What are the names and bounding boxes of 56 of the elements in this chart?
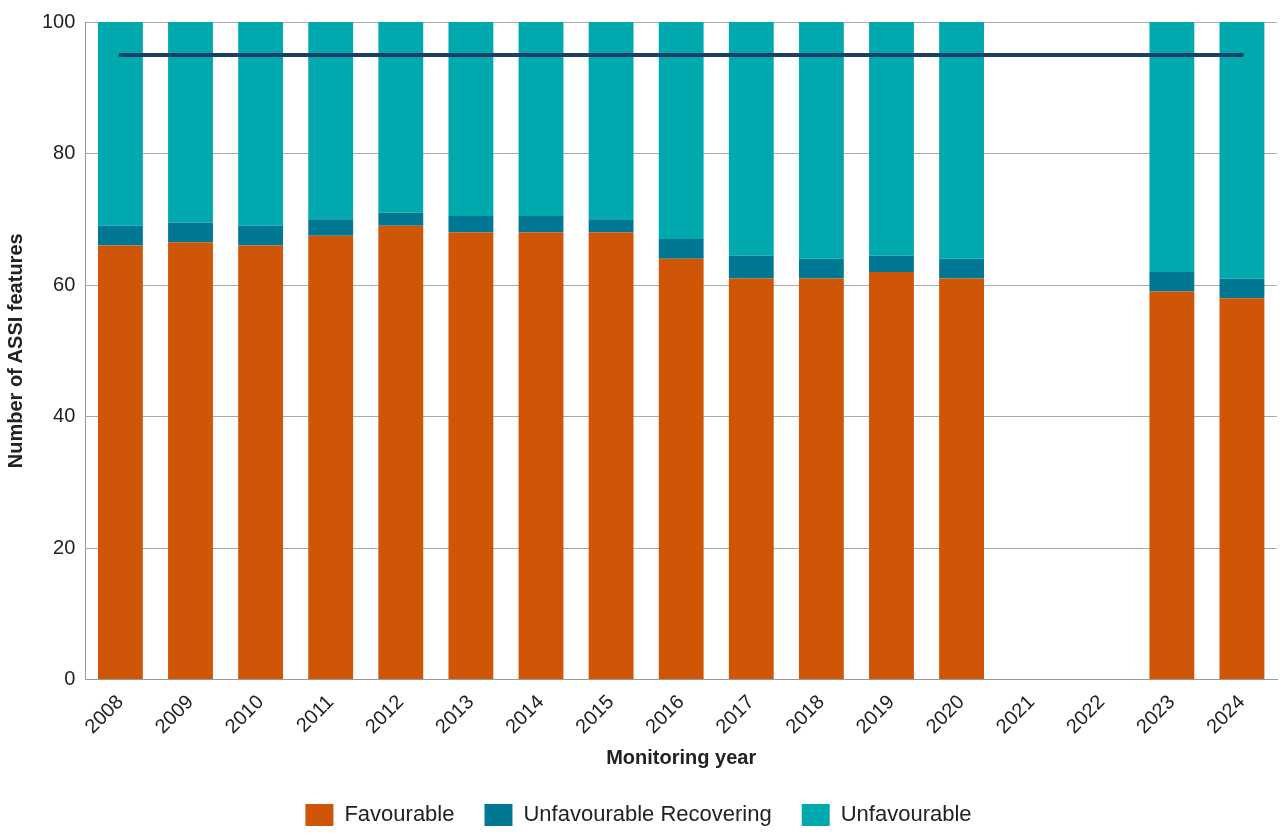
y-tick-label: 60 <box>53 272 76 295</box>
bar <box>1149 271 1195 292</box>
x-axis-title: Monitoring year <box>606 745 757 768</box>
bar <box>448 22 494 216</box>
bar <box>1149 22 1195 272</box>
bar <box>518 215 564 233</box>
bar <box>308 22 354 220</box>
bar <box>378 22 424 213</box>
bar <box>518 22 564 216</box>
bar <box>798 22 844 259</box>
bar <box>588 22 634 220</box>
bar <box>939 278 984 680</box>
bar <box>939 258 984 279</box>
bar <box>869 271 914 680</box>
bar <box>869 255 914 272</box>
bar <box>97 245 143 680</box>
bar <box>658 258 704 680</box>
bar <box>238 245 284 680</box>
bar <box>97 22 143 226</box>
bar <box>1219 298 1265 680</box>
bar <box>168 222 213 243</box>
bar <box>97 225 143 246</box>
bar <box>658 22 704 239</box>
bar <box>1219 278 1265 299</box>
bar <box>168 22 213 223</box>
bar <box>1149 291 1195 680</box>
y-tick-label: 0 <box>64 667 76 690</box>
bar <box>238 22 284 226</box>
bar <box>308 235 354 680</box>
bar <box>518 232 564 680</box>
bar <box>939 22 984 259</box>
bar <box>658 239 704 259</box>
bar <box>378 225 424 680</box>
bar <box>308 219 354 236</box>
bar <box>378 212 424 226</box>
y-tick-label: 100 <box>41 9 76 32</box>
legend-label: Favourable <box>344 801 455 827</box>
bar <box>588 232 634 680</box>
bar <box>1219 22 1265 279</box>
bar <box>798 278 844 680</box>
bar <box>728 278 774 680</box>
bar <box>588 219 634 233</box>
y-tick-label: 20 <box>53 535 76 558</box>
bar <box>869 22 914 256</box>
y-axis-title: Number of ASSI features <box>3 233 26 469</box>
bar <box>168 242 213 680</box>
y-tick-label: 80 <box>53 141 76 164</box>
bar <box>728 255 774 279</box>
legend-label: Unfavourable <box>840 801 972 827</box>
bar <box>448 232 494 680</box>
legend-label: Unfavourable Recovering <box>523 801 772 827</box>
bar <box>238 225 284 246</box>
bar <box>798 258 844 279</box>
bar <box>448 215 494 233</box>
bar <box>728 22 774 256</box>
y-tick-label: 40 <box>53 404 76 427</box>
